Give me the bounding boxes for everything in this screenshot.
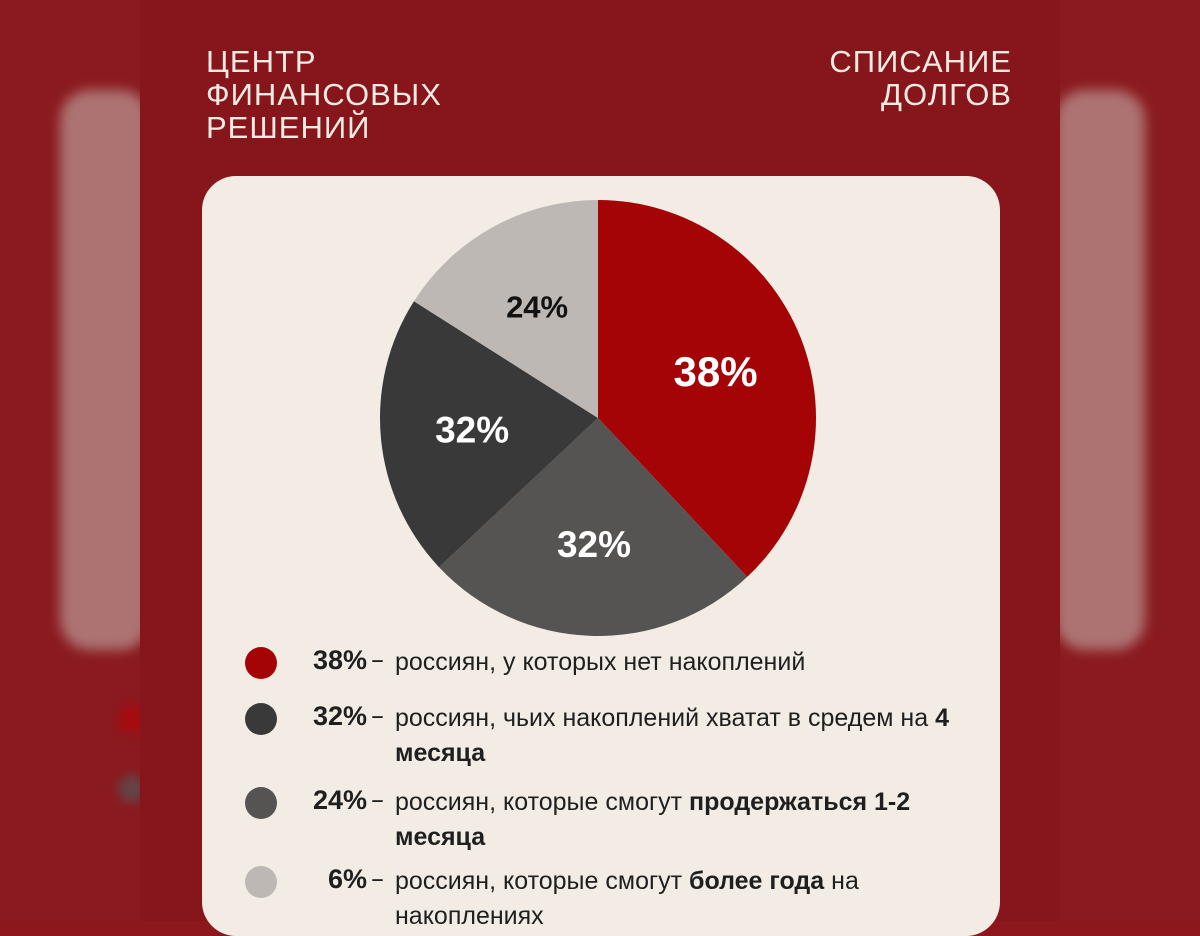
company-title: ЦЕНТР ФИНАНСОВЫХ РЕШЕНИЙ (206, 44, 442, 145)
pie-slice (380, 301, 598, 568)
legend-percent: 6% (327, 864, 367, 894)
legend-dash: – (371, 701, 384, 731)
pie-slice (598, 200, 817, 577)
legend-text: россиян, чьих накоплений хватат в средем… (395, 701, 995, 771)
legend-text-bold: 4 месяца (395, 704, 949, 767)
legend-text-plain: россиян, чьих накоплений хватат в средем… (395, 704, 929, 732)
legend-dash: – (371, 785, 384, 815)
legend-text: россиян, которые смогут более года на на… (395, 864, 995, 934)
legend-dash: – (371, 864, 384, 894)
legend-text: россиян, которые смогут продержаться 1-2… (395, 785, 995, 855)
legend-percent: 32% (312, 701, 367, 731)
legend-text: россиян, у которых нет накоплений (395, 645, 995, 680)
legend-marker (245, 787, 277, 819)
legend-marker (245, 866, 277, 898)
legend-marker (245, 703, 277, 735)
background-blur-right (1055, 90, 1145, 650)
pie-slice-label: 24% (506, 290, 568, 325)
legend-dash: – (371, 645, 384, 675)
legend-text-plain: россиян, которые смогут (395, 867, 683, 895)
legend-text-bold: более года (689, 867, 825, 895)
pie-slice-label: 32% (557, 524, 631, 565)
legend-percent: 38% (312, 645, 367, 675)
pie-slice-label: 38% (674, 348, 758, 395)
legend-text-bold: продержаться 1-2 месяца (395, 788, 911, 851)
pie-slice (439, 418, 748, 636)
service-title: СПИСАНИЕ ДОЛГОВ (829, 44, 1012, 112)
background-blur-left (60, 90, 150, 650)
legend-marker (245, 647, 277, 679)
pie-slice (413, 200, 598, 418)
legend-text-plain: россиян, которые смогут (395, 788, 683, 816)
pie-slice-label: 32% (435, 409, 509, 450)
legend-text-plain: россиян, у которых нет накоплений (395, 648, 806, 676)
legend-percent: 24% (312, 785, 367, 815)
